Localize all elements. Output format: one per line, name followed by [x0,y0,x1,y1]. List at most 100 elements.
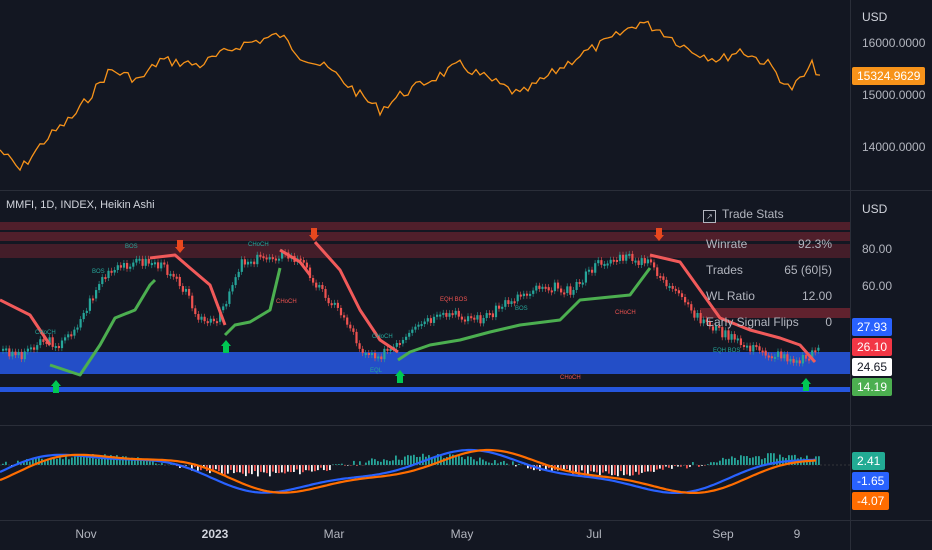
candle-body [110,270,113,273]
oscillator-bar [458,455,460,465]
candle-body [339,307,343,316]
symbol-legend[interactable]: MMFI, 1D, INDEX, Heikin Ashi [6,199,155,211]
candle-body [333,302,336,305]
candle-body [386,348,389,351]
chart-icon: ↗ [703,210,716,223]
currency-label[interactable]: USD [862,202,888,216]
candle-body [715,325,718,331]
oscillator-bar [449,454,451,465]
candle-body [578,281,581,284]
structure-label: CHoCH [372,334,393,340]
candle-body [157,262,160,269]
oscillator-bar [221,465,223,475]
candle-body [212,318,215,322]
oscillator-bar [518,463,520,465]
candle-body [203,316,206,322]
candle-body [777,351,780,357]
oscillator-bar [569,465,571,471]
trailing-stop-green [223,267,282,337]
candle-body [370,353,374,356]
candle-body [39,339,42,346]
oscillator-bar [527,465,529,469]
oscillator-bar [422,453,424,465]
candle-body [29,347,33,350]
currency-label[interactable]: USD [862,10,888,24]
oscillator-bar [281,465,283,473]
price-tick: 15000.0000 [862,88,926,102]
candle-body [566,286,569,294]
oscillator-bar [596,465,598,473]
candle-body [522,293,525,297]
oscillator-bar [467,456,469,465]
oscillator-bar [236,465,238,473]
oscillator-bar [194,465,196,468]
oscillator-bar [767,453,769,465]
candle-body [299,258,302,261]
candle-body [684,297,687,303]
candle-body [764,350,767,356]
oscillator-bar [389,461,391,465]
candle-body [374,353,377,359]
oscillator-bar [563,465,565,471]
oscillator-bar [107,459,109,465]
oscillator-bar [266,465,268,474]
oscillator-bar [764,458,766,465]
stat-value: 65 (60|5) [784,263,832,277]
candle-body [119,265,122,268]
oscillator-bar [260,465,262,472]
oscillator-bar [734,457,736,465]
candle-body [696,313,699,318]
oscillator-bar [572,465,574,476]
oscillator-bar [755,456,757,465]
oscillator-bar [53,457,55,465]
stat-value: 92.3% [797,237,832,251]
candle-body [175,276,178,279]
value-badge: 14.19 [852,378,893,396]
oscillator-bar [602,465,604,473]
candle-body [129,266,132,269]
oscillator-bar [305,465,307,471]
oscillator-bar [227,465,229,474]
oscillator-bar [308,465,310,471]
oscillator-bar [197,465,199,471]
candle-body [336,302,339,308]
oscillator-bar [65,454,67,465]
oscillator-bar [320,465,322,468]
oscillator-bar [647,465,649,472]
oscillator-bar [104,454,106,465]
candle-body [724,330,727,338]
oscillator-bar [212,465,214,472]
candle-body [730,334,733,340]
oscillator-bar [287,465,289,472]
candle-body [529,293,532,296]
trailing-stop-red [313,241,399,354]
candle-body [268,257,271,260]
oscillator-bar [503,460,505,465]
candle-body [122,262,126,268]
candle-body [448,313,451,317]
candle-body [408,332,411,337]
oscillator-bar [293,465,295,472]
oscillator-bar [485,461,487,465]
candle-body [798,360,801,364]
time-tick: May [450,527,474,541]
candle-body [246,261,250,265]
candle-body [355,331,358,344]
candle-body [163,262,166,265]
candle-body [11,351,14,357]
candle-body [178,276,181,287]
candle-body [649,259,653,263]
oscillator-bar [605,465,607,472]
support-zone [0,387,850,392]
panel-divider[interactable] [0,425,932,426]
buy-signal-arrow [51,380,61,393]
panel-divider[interactable] [0,190,932,191]
candle-body [445,312,448,317]
oscillator-bar [155,463,157,465]
oscillator-bar [35,457,37,465]
structure-label: CHoCH [276,299,297,305]
oscillator-bar [332,464,334,465]
oscillator-bar [623,465,625,476]
